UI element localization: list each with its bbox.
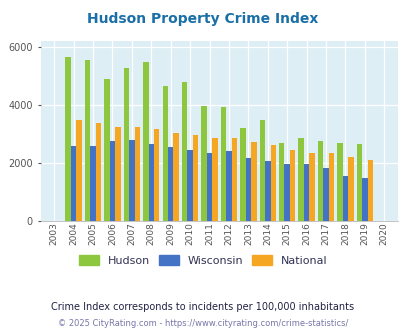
Bar bbox=[104, 79, 109, 221]
Bar bbox=[76, 119, 81, 221]
Bar bbox=[173, 134, 179, 221]
Bar bbox=[289, 150, 294, 221]
Text: Hudson Property Crime Index: Hudson Property Crime Index bbox=[87, 12, 318, 25]
Text: Crime Index corresponds to incidents per 100,000 inhabitants: Crime Index corresponds to incidents per… bbox=[51, 302, 354, 312]
Bar bbox=[298, 138, 303, 221]
Bar bbox=[226, 150, 231, 221]
Bar bbox=[71, 146, 76, 221]
Bar bbox=[65, 57, 71, 221]
Legend: Hudson, Wisconsin, National: Hudson, Wisconsin, National bbox=[74, 250, 331, 270]
Bar bbox=[367, 160, 372, 221]
Bar bbox=[361, 179, 367, 221]
Bar bbox=[309, 153, 314, 221]
Bar bbox=[201, 106, 206, 221]
Bar bbox=[342, 176, 347, 221]
Bar bbox=[187, 150, 192, 221]
Bar bbox=[250, 142, 256, 221]
Bar bbox=[264, 161, 270, 221]
Bar bbox=[115, 126, 120, 221]
Bar bbox=[162, 86, 168, 221]
Bar bbox=[143, 62, 148, 221]
Bar bbox=[278, 143, 284, 221]
Bar bbox=[85, 60, 90, 221]
Bar bbox=[90, 146, 96, 221]
Bar bbox=[245, 158, 250, 221]
Bar bbox=[270, 145, 275, 221]
Bar bbox=[181, 82, 187, 221]
Bar bbox=[328, 153, 333, 221]
Bar bbox=[240, 128, 245, 221]
Bar bbox=[303, 164, 309, 221]
Bar bbox=[231, 138, 237, 221]
Bar bbox=[192, 135, 198, 221]
Bar bbox=[337, 143, 342, 221]
Bar bbox=[322, 168, 328, 221]
Bar bbox=[220, 107, 226, 221]
Bar bbox=[134, 127, 140, 221]
Bar bbox=[212, 138, 217, 221]
Bar bbox=[259, 120, 264, 221]
Bar bbox=[153, 129, 159, 221]
Bar bbox=[347, 157, 353, 221]
Bar bbox=[168, 147, 173, 221]
Bar bbox=[317, 141, 322, 221]
Bar bbox=[148, 144, 153, 221]
Bar bbox=[356, 144, 361, 221]
Bar bbox=[284, 164, 289, 221]
Bar bbox=[109, 141, 115, 221]
Bar bbox=[129, 141, 134, 221]
Bar bbox=[206, 153, 212, 221]
Bar bbox=[124, 68, 129, 221]
Text: © 2025 CityRating.com - https://www.cityrating.com/crime-statistics/: © 2025 CityRating.com - https://www.city… bbox=[58, 319, 347, 328]
Bar bbox=[96, 123, 101, 221]
